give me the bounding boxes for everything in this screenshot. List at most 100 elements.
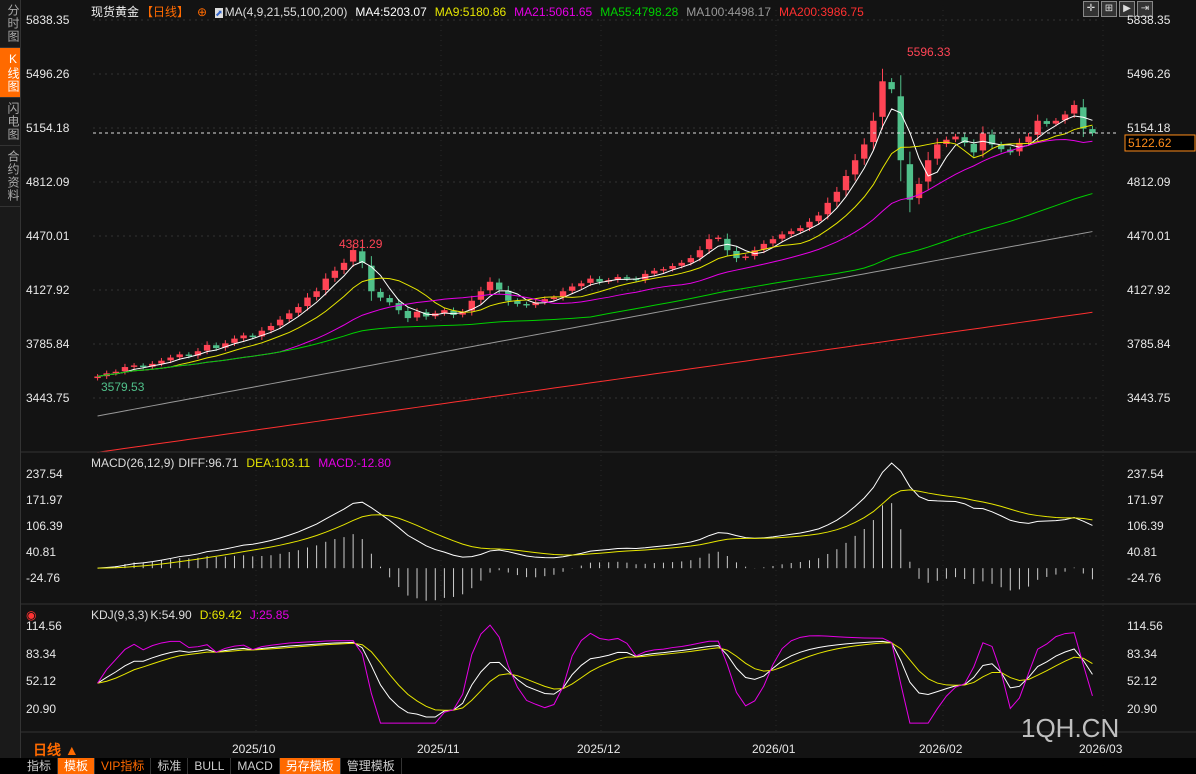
candle (870, 120, 877, 143)
tab-standard[interactable]: 标准 (151, 758, 189, 774)
kdj-axis-label-right: 114.56 (1127, 619, 1163, 633)
candle (906, 164, 914, 200)
price-label-right: 3785.84 (1127, 337, 1171, 351)
candle (377, 291, 384, 298)
macd-label: MACD(26,12,9) (91, 456, 175, 470)
candle (404, 310, 412, 319)
candle (112, 371, 120, 374)
macd-axis-label-right: -24.76 (1127, 571, 1162, 585)
macd-axis-label: 237.54 (26, 467, 63, 481)
settings-icon[interactable]: ⊕ (197, 5, 208, 19)
tab-bull[interactable]: BULL (188, 758, 232, 774)
candle (1025, 136, 1032, 143)
macd-axis-label-right: 237.54 (1127, 467, 1164, 481)
candle (331, 270, 339, 278)
candle (468, 300, 475, 311)
price-label-left: 4812.09 (26, 175, 70, 189)
play-icon[interactable]: ▶ (1119, 1, 1135, 17)
date-label: 2025/11 (417, 742, 460, 756)
target-icon[interactable]: ◉ (26, 608, 37, 622)
price-label-left: 4470.01 (26, 229, 70, 243)
candle (897, 96, 904, 161)
tab-macd[interactable]: MACD (231, 758, 280, 774)
tab-manage-template[interactable]: 管理模板 (341, 758, 402, 774)
period-selector[interactable]: 日线 ▲ (33, 742, 79, 758)
candle (952, 136, 959, 140)
price-label-right: 5154.18 (1127, 121, 1171, 135)
tab-contract-info[interactable]: 合约资料 (0, 146, 20, 207)
ma55-line (97, 193, 1093, 377)
candle (915, 183, 923, 199)
price-label-left: 3443.75 (26, 391, 70, 405)
price-label-left: 3785.84 (26, 337, 70, 351)
candle (596, 278, 603, 282)
candle (313, 291, 320, 297)
candle (1089, 129, 1096, 134)
candle (934, 144, 941, 159)
candle (304, 297, 311, 307)
price-label-right: 3443.75 (1127, 391, 1171, 405)
candle (715, 237, 722, 240)
candle (231, 338, 238, 343)
candle (651, 270, 658, 274)
candle (322, 278, 329, 290)
price-label-right: 4470.01 (1127, 229, 1171, 243)
price-label-right: 4812.09 (1127, 175, 1171, 189)
candle (970, 143, 977, 153)
j-line (97, 624, 1093, 724)
kdj-legend: KDJ(9,3,3) K:54.90 D:69.42 J:25.85 (91, 608, 297, 622)
current-price-box (1124, 134, 1196, 152)
candle (1061, 114, 1069, 121)
candle (158, 360, 165, 364)
candle (988, 134, 996, 145)
candle (924, 160, 932, 182)
candle (450, 310, 457, 315)
candle (678, 262, 685, 266)
candle (833, 191, 841, 202)
tab-kline[interactable]: K线图 (0, 48, 20, 98)
candle (879, 81, 886, 117)
ma4-line (97, 108, 1093, 377)
candle (349, 250, 357, 262)
macd-axis-label: 40.81 (26, 545, 57, 559)
chart-icon[interactable]: ⬈ (215, 8, 223, 18)
tab-vip-indicator[interactable]: VIP指标 (95, 758, 152, 774)
candle (532, 302, 539, 306)
macd-dea: DEA:103.11 (246, 456, 311, 470)
candle (267, 325, 275, 331)
candle (495, 282, 503, 290)
tab-timeshare[interactable]: 分时图 (0, 0, 20, 48)
zoom-in-icon[interactable]: ⊞ (1101, 1, 1117, 17)
crosshair-icon[interactable]: ✛ (1083, 1, 1099, 17)
candle (130, 365, 138, 367)
date-label: 2025/12 (577, 742, 621, 756)
price-label-right: 5838.35 (1127, 13, 1171, 27)
candle (121, 367, 129, 372)
shift-right-icon[interactable]: ⇥ (1137, 1, 1153, 17)
tab-flash[interactable]: 闪电图 (0, 98, 20, 146)
ma-value: MA4:5203.07 (355, 5, 427, 19)
candle (751, 250, 758, 256)
candle (979, 133, 987, 151)
candle (541, 299, 548, 302)
candle (368, 265, 375, 292)
price-label-left: 5496.26 (26, 67, 70, 81)
kline-chart[interactable]: 现货黄金 【日线】 ⊕ ⬈ MA(4,9,21,55,100,200) MA4:5203.… (21, 0, 1196, 758)
tab-save-template[interactable]: 另存模板 (279, 758, 341, 774)
kdj-j: J:25.85 (249, 608, 290, 622)
chart-toolbar: ✛ ⊞ ▶ ⇥ (1083, 1, 1153, 17)
ma-label: MA(4,9,21,55,100,200) (224, 5, 348, 19)
tab-indicator[interactable]: 指标 (21, 758, 59, 774)
candle (1043, 121, 1050, 124)
candle (213, 345, 220, 349)
candle (778, 234, 786, 239)
candle (769, 239, 777, 244)
kdj-axis-label: 83.34 (26, 646, 57, 661)
price-label-left: 5838.35 (26, 13, 70, 27)
candle (788, 231, 795, 235)
kdj-axis-label-right: 52.12 (1127, 674, 1158, 689)
kdj-axis-label-right: 20.90 (1127, 702, 1158, 717)
tab-template[interactable]: 模板 (58, 758, 96, 774)
candle (222, 343, 229, 348)
candle (203, 344, 211, 351)
